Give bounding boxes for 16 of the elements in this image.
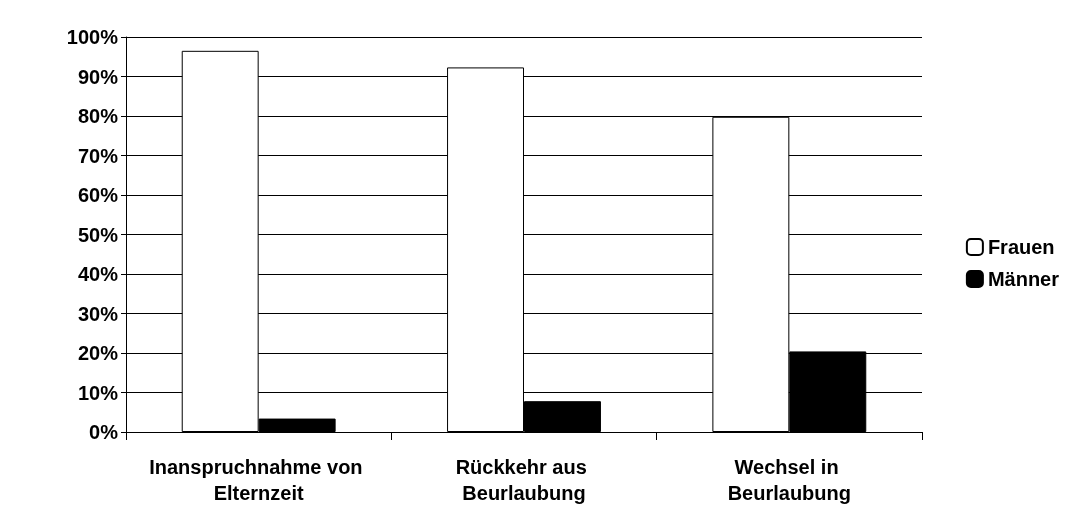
y-tick-label: 10% — [77, 381, 119, 404]
y-tick-label: 100% — [66, 26, 119, 48]
y-tick-label: 90% — [77, 65, 119, 88]
x-tick-label: Wechsel in Beurlaubung — [727, 456, 852, 504]
y-tick-label: 20% — [77, 342, 119, 364]
y-tick-label: 50% — [77, 223, 119, 246]
y-tick-label: 0% — [89, 421, 119, 443]
y-tick-label: 80% — [77, 105, 119, 127]
y-tick-label: 40% — [77, 263, 119, 285]
x-tick-label: Inanspruchnahme von Elternzeit — [149, 456, 369, 504]
legend-label: Männer — [987, 268, 1060, 290]
legend-label: Frauen — [987, 236, 1055, 258]
y-tick-label: 70% — [77, 144, 119, 167]
y-tick-label: 60% — [77, 184, 119, 206]
x-tick-label: Rückkehr aus Beurlaubung — [455, 456, 593, 504]
y-tick-label: 30% — [77, 302, 119, 325]
